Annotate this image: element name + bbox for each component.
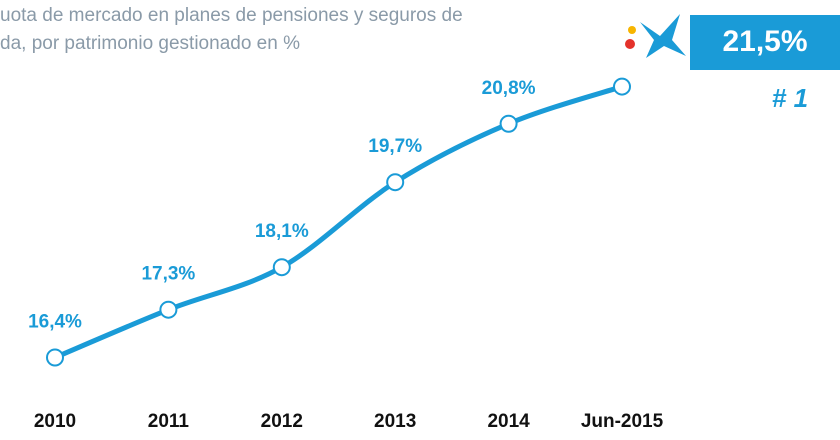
point [272,258,291,277]
logo [625,14,686,58]
highlight-box [690,15,840,70]
x-tick-label: Jun-2015 [581,411,664,432]
point [159,300,178,319]
x-tick-label: 2011 [148,411,190,432]
point [46,348,64,367]
point [499,114,518,133]
value-label: 17,3% [141,264,195,285]
x-tick-label: 2012 [261,411,303,432]
value-label: 18,1% [255,221,309,242]
line [54,84,623,360]
x-tick-label: 2014 [487,411,530,432]
annotation: # 1 [772,83,808,113]
chart-title: da, por patrimonio gestionado en % [0,33,300,54]
value-label: 16,4% [28,312,82,333]
value-label: 21,5% [722,25,807,58]
point [386,173,405,192]
value-label: 20,8% [482,78,536,99]
chart-title: uota de mercado en planes de pensiones y… [0,5,463,26]
point [613,77,631,96]
x-tick-label: 2010 [34,411,76,432]
x-tick-label: 2013 [374,411,416,432]
value-label: 19,7% [368,136,422,157]
